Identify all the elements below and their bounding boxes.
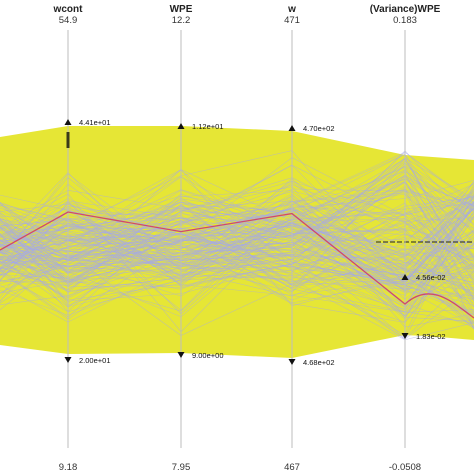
brush-low-label: 1.83e-02 [416,332,446,341]
axis-name: w [287,4,296,15]
data-line [0,228,474,327]
data-line [0,207,474,282]
highlighted-record-line [0,211,474,319]
data-line [0,188,474,268]
data-line [0,177,474,297]
brush-high-label: 4.56e-02 [416,273,446,282]
data-line [0,181,474,330]
data-line [0,218,474,280]
data-line [0,221,474,318]
data-line [0,158,474,269]
axis-name: WPE [170,4,193,15]
highlighted-line [0,211,474,319]
data-line [0,207,474,284]
brush-upper-handle[interactable] [177,123,185,129]
data-line [0,196,474,265]
data-line [0,176,474,274]
brush-low-label: 4.68e+02 [303,358,335,367]
data-line [0,173,474,261]
axis-max-label: 471 [284,15,300,26]
data-line [0,204,474,313]
brush-upper-handle[interactable] [64,119,72,125]
data-line [0,193,474,298]
data-line [0,201,474,286]
axis-name: wcont [53,4,84,15]
data-line [0,201,474,270]
axis-min-label: 467 [284,462,300,473]
data-line [0,193,474,285]
data-line [0,203,474,316]
data-line [0,200,474,324]
data-line [0,157,474,275]
axis-max-label: 12.2 [172,15,191,26]
axis-name: (Variance)WPE [370,4,441,15]
data-line [0,211,474,304]
data-line [0,224,474,301]
axes [64,30,409,448]
brush-lower-handle[interactable] [401,333,409,339]
axis-max-label: 54.9 [59,15,78,26]
data-line [0,181,474,276]
data-line [0,189,474,267]
data-line [0,175,474,304]
brush-lower-handle[interactable] [177,352,185,358]
brush-high-label: 4.41e+01 [79,118,111,127]
data-line [0,189,474,260]
axis-min-label: -0.0508 [389,462,421,473]
data-lines [0,150,474,341]
data-line [0,193,474,294]
data-line [0,164,474,294]
data-line [0,204,474,306]
data-line [0,205,474,296]
brush-upper-handle[interactable] [288,125,296,131]
brush-lower-handle[interactable] [64,357,72,363]
data-line [0,219,474,341]
brush-low-label: 2.00e+01 [79,356,111,365]
data-line [0,207,474,300]
brush-lower-handle[interactable] [288,359,296,365]
data-line [0,177,474,318]
brush-low-label: 9.00e+00 [192,351,224,360]
data-line [0,162,474,308]
data-line [0,194,474,309]
axis-min-label: 7.95 [172,462,191,473]
brush-high-label: 1.12e+01 [192,122,224,131]
data-line [0,184,474,336]
data-line [0,153,474,258]
data-line [0,182,474,273]
data-line [0,181,474,299]
data-line [0,189,474,307]
data-line [0,181,474,291]
data-line [0,208,474,313]
axis-segment-marker [66,132,70,148]
axis-min-label: 9.18 [59,462,78,473]
axis-max-label: 0.183 [393,15,417,26]
brush-high-label: 4.70e+02 [303,124,335,133]
data-line [0,230,474,323]
data-line [0,202,474,292]
data-line [0,200,474,311]
data-line [0,204,474,291]
data-line [0,205,474,291]
data-line [0,150,474,288]
data-line [0,183,474,313]
data-line [0,230,474,290]
data-line [0,218,474,314]
data-line [0,194,474,322]
brush-upper-handle[interactable] [401,274,409,280]
data-line [0,165,474,283]
